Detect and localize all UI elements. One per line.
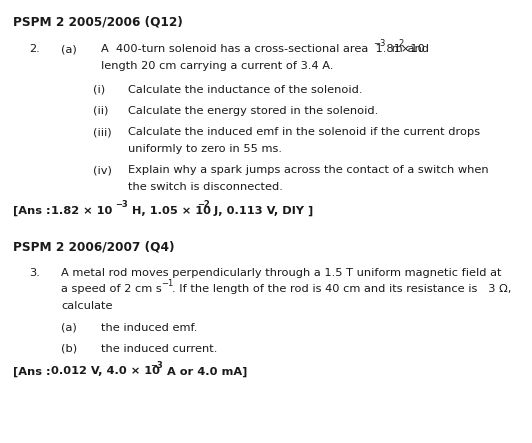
Text: A or 4.0 mA]: A or 4.0 mA] bbox=[163, 366, 248, 377]
Text: 0.012 V, 4.0 × 10: 0.012 V, 4.0 × 10 bbox=[51, 366, 160, 377]
Text: (b): (b) bbox=[61, 344, 77, 354]
Text: 3.: 3. bbox=[29, 268, 40, 278]
Text: . If the length of the rod is 40 cm and its resistance is   3 Ω,: . If the length of the rod is 40 cm and … bbox=[172, 284, 511, 295]
Text: J, 0.113 V, DIY ]: J, 0.113 V, DIY ] bbox=[210, 206, 313, 216]
Text: Calculate the inductance of the solenoid.: Calculate the inductance of the solenoid… bbox=[128, 85, 362, 95]
Text: 1.82 × 10: 1.82 × 10 bbox=[51, 206, 112, 216]
Text: [Ans :: [Ans : bbox=[13, 366, 55, 377]
Text: uniformly to zero in 55 ms.: uniformly to zero in 55 ms. bbox=[128, 144, 281, 154]
Text: the switch is disconnected.: the switch is disconnected. bbox=[128, 182, 282, 192]
Text: (iv): (iv) bbox=[93, 165, 112, 175]
Text: a speed of 2 cm s: a speed of 2 cm s bbox=[61, 284, 162, 295]
Text: m: m bbox=[388, 44, 403, 54]
Text: and: and bbox=[404, 44, 429, 54]
Text: Explain why a spark jumps across the contact of a switch when: Explain why a spark jumps across the con… bbox=[128, 165, 488, 175]
Text: length 20 cm carrying a current of 3.4 A.: length 20 cm carrying a current of 3.4 A… bbox=[101, 61, 334, 71]
Text: (a): (a) bbox=[61, 323, 77, 333]
Text: 2.: 2. bbox=[29, 44, 40, 54]
Text: −3: −3 bbox=[151, 361, 163, 369]
Text: −1: −1 bbox=[161, 279, 173, 288]
Text: −3: −3 bbox=[115, 200, 128, 209]
Text: PSPM 2 2006/2007 (Q4): PSPM 2 2006/2007 (Q4) bbox=[13, 240, 175, 253]
Text: 2: 2 bbox=[398, 39, 403, 47]
Text: A metal rod moves perpendicularly through a 1.5 T uniform magnetic field at: A metal rod moves perpendicularly throug… bbox=[61, 268, 502, 278]
Text: the induced current.: the induced current. bbox=[101, 344, 218, 354]
Text: Calculate the energy stored in the solenoid.: Calculate the energy stored in the solen… bbox=[128, 106, 378, 116]
Text: PSPM 2 2005/2006 (Q12): PSPM 2 2005/2006 (Q12) bbox=[13, 16, 183, 28]
Text: Calculate the induced emf in the solenoid if the current drops: Calculate the induced emf in the solenoi… bbox=[128, 127, 480, 137]
Text: (a): (a) bbox=[61, 44, 77, 54]
Text: −2: −2 bbox=[197, 200, 210, 209]
Text: calculate: calculate bbox=[61, 301, 113, 311]
Text: A  400-turn solenoid has a cross-sectional area  1.81×10: A 400-turn solenoid has a cross-sectiona… bbox=[101, 44, 425, 54]
Text: [Ans :: [Ans : bbox=[13, 206, 55, 216]
Text: the induced emf.: the induced emf. bbox=[101, 323, 197, 333]
Text: (ii): (ii) bbox=[93, 106, 109, 116]
Text: (i): (i) bbox=[93, 85, 105, 95]
Text: H, 1.05 × 10: H, 1.05 × 10 bbox=[128, 206, 211, 216]
Text: −3: −3 bbox=[373, 39, 386, 47]
Text: (iii): (iii) bbox=[93, 127, 112, 137]
